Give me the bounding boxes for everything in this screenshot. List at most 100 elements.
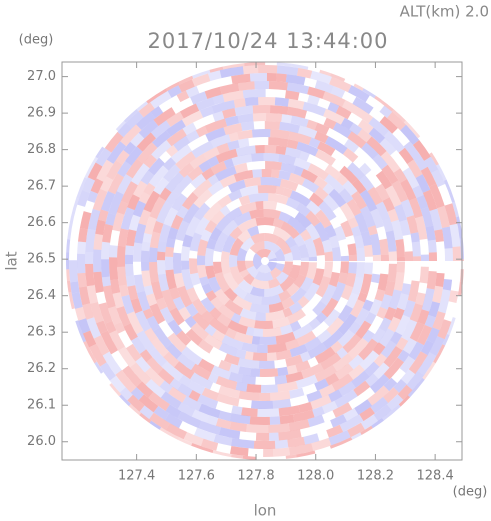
echo-cell — [237, 229, 252, 243]
echo-cell — [163, 351, 180, 368]
echo-cell — [208, 317, 229, 335]
echo-cell — [109, 330, 125, 351]
echo-cell — [98, 209, 109, 222]
echo-cell — [412, 140, 431, 161]
echo-cell — [398, 147, 414, 164]
echo-cell — [94, 361, 104, 374]
echo-cell — [191, 409, 210, 423]
echo-cell — [224, 299, 244, 316]
echo-cell — [183, 432, 204, 447]
echo-cell — [112, 212, 125, 232]
echo-field — [66, 61, 465, 460]
echo-cell — [397, 384, 413, 400]
echo-cell — [224, 115, 239, 127]
echo-cell — [229, 226, 243, 240]
echo-cell — [191, 298, 208, 316]
echo-cell — [322, 329, 344, 350]
echo-cell — [82, 303, 94, 320]
x-tick-label: 128.4 — [417, 469, 454, 484]
echo-cell — [200, 297, 216, 313]
echo-cell — [69, 241, 78, 260]
echo-cell — [215, 165, 237, 182]
echo-cell — [213, 251, 222, 262]
echo-cell — [77, 190, 90, 207]
echo-cell — [204, 324, 217, 337]
echo-cell — [442, 334, 450, 346]
echo-cell — [78, 318, 91, 334]
echo-cell — [244, 260, 254, 270]
echo-cell — [123, 141, 137, 155]
echo-cell — [273, 447, 291, 457]
echo-cell — [401, 319, 418, 341]
echo-cell — [379, 116, 398, 134]
echo-cell — [402, 300, 416, 318]
echo-cell — [420, 254, 430, 261]
echo-cell — [142, 233, 152, 243]
echo-cell — [176, 353, 196, 371]
echo-cell — [355, 320, 372, 339]
echo-cell — [165, 269, 177, 290]
echo-cell — [148, 157, 165, 176]
echo-cell — [203, 146, 220, 161]
echo-cell — [193, 202, 211, 221]
echo-cell — [136, 291, 151, 312]
echo-cell — [442, 279, 453, 291]
echo-cell — [108, 257, 119, 281]
echo-cell — [284, 252, 294, 261]
echo-cell — [238, 81, 255, 91]
echo-cell — [136, 142, 158, 164]
echo-cell — [216, 313, 232, 327]
echo-cell — [321, 297, 339, 318]
echo-cell — [347, 337, 369, 360]
echo-cell — [269, 416, 281, 425]
echo-cell — [314, 346, 336, 364]
echo-cell — [326, 424, 344, 438]
echo-cell — [135, 310, 152, 332]
echo-cell — [380, 254, 389, 261]
echo-cell — [246, 265, 259, 279]
echo-cell — [77, 272, 87, 288]
echo-cell — [216, 393, 240, 407]
echo-cell — [163, 207, 179, 227]
echo-cell — [317, 141, 336, 157]
echo-cell — [119, 284, 130, 297]
echo-cell — [329, 437, 353, 449]
echo-cell — [71, 292, 83, 309]
echo-cell — [107, 173, 124, 195]
echo-cell — [78, 286, 91, 306]
echo-cell — [237, 218, 258, 233]
echo-cell — [173, 135, 191, 152]
echo-cell — [364, 361, 380, 377]
echo-cell — [170, 144, 192, 164]
echo-cell — [115, 150, 130, 165]
echo-cell — [256, 248, 272, 259]
echo-cell — [157, 240, 167, 253]
echo-cell — [321, 239, 333, 253]
echo-cell — [207, 155, 220, 168]
echo-cell — [437, 205, 450, 228]
echo-cell — [100, 259, 110, 278]
echo-cell — [268, 81, 288, 91]
echo-cell — [66, 252, 70, 270]
echo-cell — [383, 387, 400, 403]
echo-cell — [296, 450, 316, 458]
echo-cell — [260, 384, 279, 393]
echo-cell — [132, 200, 146, 218]
echo-cell — [354, 106, 374, 124]
echo-cell — [351, 432, 362, 440]
echo-cell — [359, 189, 378, 212]
echo-cell — [325, 136, 348, 155]
echo-cell — [139, 412, 152, 423]
echo-cell — [345, 292, 359, 309]
y-unit: (deg) — [19, 33, 54, 48]
echo-cell — [190, 91, 208, 105]
echo-cell — [223, 158, 234, 169]
echo-cell — [152, 130, 171, 148]
echo-cell — [212, 329, 226, 343]
echo-cell — [281, 114, 293, 124]
echo-cell — [306, 262, 317, 280]
echo-cell — [292, 409, 315, 423]
echo-cell — [214, 288, 230, 306]
echo-cell — [231, 73, 251, 84]
echo-cell — [369, 298, 383, 316]
